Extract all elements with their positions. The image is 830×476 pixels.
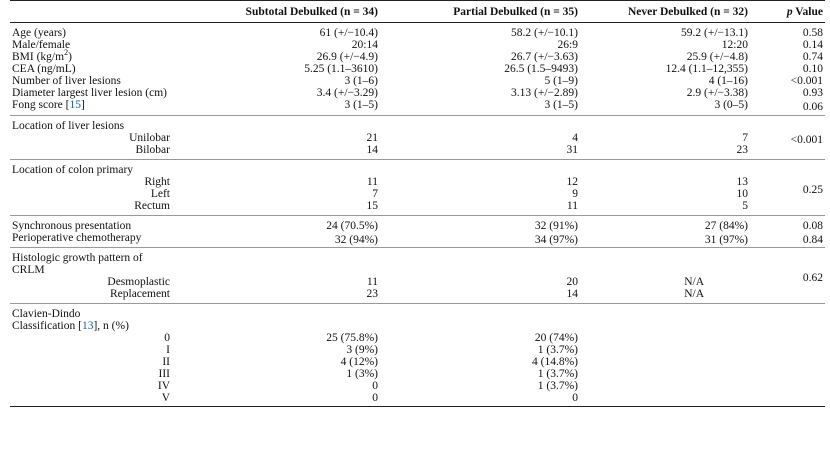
- header-partial: Partial Debulked (n = 35): [382, 0, 582, 23]
- characteristics-table-container: Subtotal Debulked (n = 34) Partial Debul…: [10, 0, 825, 407]
- table-row-sex: Male/female 20:14 26:9 12:20 0.14: [12, 39, 823, 51]
- header-never: Never Debulked (n = 32): [582, 0, 752, 23]
- clavien-dindo-group: Clavien-Dindo Classification [13], n (%)…: [10, 304, 825, 407]
- table-row-age: Age (years) 61 (+/−10.4) 58.2 (+/−10.1) …: [12, 27, 823, 39]
- table-row-liver-location-title: Location of liver lesions <0.001: [10, 115, 825, 160]
- table-row-clavien-title: Clavien-Dindo Classification [13], n (%): [12, 308, 129, 332]
- header-subtotal: Subtotal Debulked (n = 34): [172, 0, 382, 23]
- histology-group: Histologic growth pattern of CRLM 0.62 D…: [10, 247, 825, 304]
- table-row: I 3 (9%) 1 (3.7%): [166, 344, 578, 356]
- baseline-group: Age (years) 61 (+/−10.4) 58.2 (+/−10.1) …: [10, 23, 825, 116]
- table-row: Replacement 23 14 N/A: [10, 288, 825, 304]
- table-row: Bilobar 14 31 23: [10, 144, 825, 160]
- liver-location-group: Location of liver lesions <0.001 Uniloba…: [10, 115, 825, 160]
- table-row: IV 0 1 (3.7%): [157, 380, 578, 392]
- colon-location-group: Location of colon primary 0.25 Right 11 …: [10, 159, 825, 216]
- table-row: III 1 (3%) 1 (3.7%): [158, 368, 579, 380]
- citation-link[interactable]: 13: [81, 320, 94, 332]
- table-row-fong-score: Fong score [15] 3 (1–5) 3 (1–5) 3 (0–5) …: [10, 99, 825, 116]
- table-row-bmi: BMI (kg/m2) 26.9 (+/−4.9) 26.7 (+/−3.63)…: [12, 48, 823, 63]
- patient-characteristics-table: Subtotal Debulked (n = 34) Partial Debul…: [10, 0, 825, 407]
- table-row-diameter: Diameter largest liver lesion (cm) 3.4 (…: [12, 87, 823, 99]
- table-row-colon-location-title: Location of colon primary 0.25: [10, 159, 825, 216]
- table-row: Desmoplastic 11 20 N/A: [107, 276, 704, 288]
- table-row: Rectum 15 11 5: [10, 200, 825, 216]
- table-row-synchronous: Synchronous presentation 24 (70.5%) 32 (…: [12, 220, 823, 232]
- table-row: Unilobar 21 4 7: [129, 132, 748, 144]
- header-label: [10, 0, 172, 23]
- table-row-histology-title: Histologic growth pattern of CRLM 0.62: [10, 247, 825, 304]
- table-row: II 4 (12%) 4 (14.8%): [162, 356, 578, 368]
- table-row: V 0 0: [10, 392, 825, 407]
- presentation-group: Synchronous presentation 24 (70.5%) 32 (…: [10, 216, 825, 248]
- table-row-perioperative: Perioperative chemotherapy 32 (94%) 34 (…: [10, 232, 825, 248]
- table-row-cea: CEA (ng/mL) 5.25 (1.1–3610) 26.5 (1.5–94…: [12, 63, 823, 75]
- table-row: Left 7 9 10: [150, 188, 748, 200]
- header-row: Subtotal Debulked (n = 34) Partial Debul…: [10, 0, 825, 23]
- citation-link[interactable]: 15: [69, 99, 82, 111]
- header-p-value: p Value: [752, 0, 825, 23]
- table-row: Right 11 12 13: [144, 176, 748, 188]
- table-row-number-of-lesions: Number of liver lesions 3 (1–6) 5 (1–9) …: [12, 75, 823, 87]
- table-row: 0 25 (75.8%) 20 (74%): [164, 332, 578, 344]
